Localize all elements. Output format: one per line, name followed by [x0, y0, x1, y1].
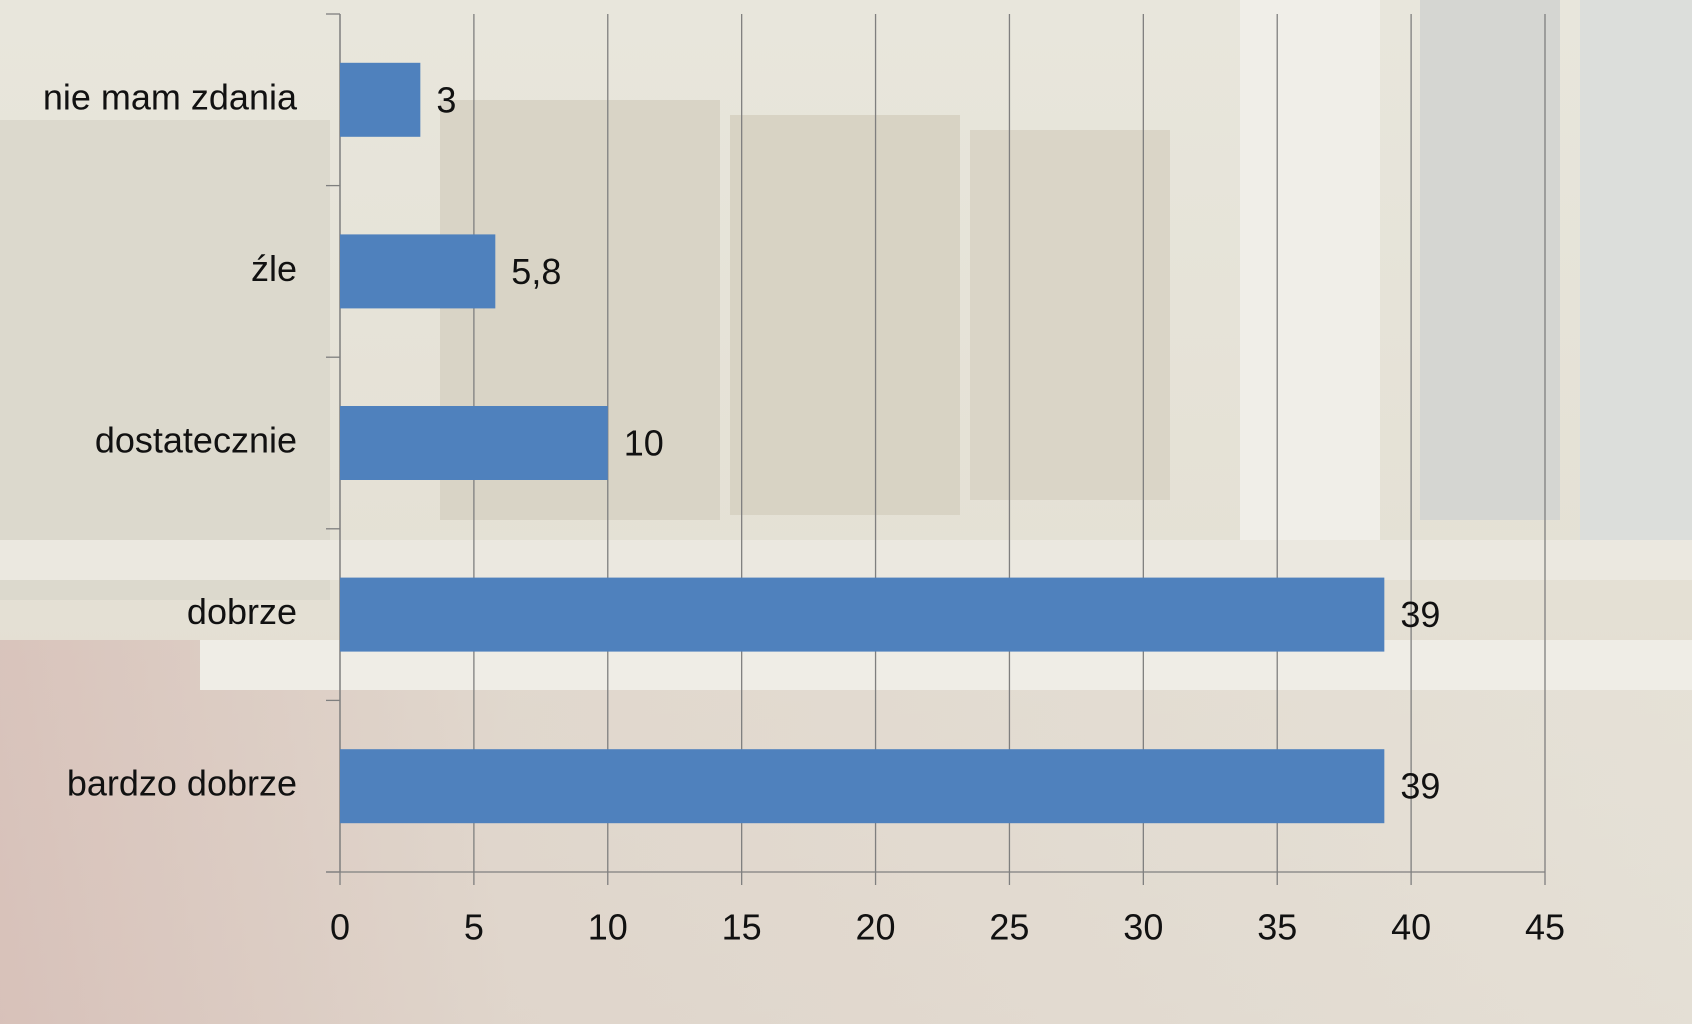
- y-tick-label: bardzo dobrze: [67, 763, 297, 804]
- y-tick-label: dobrze: [187, 591, 297, 632]
- x-tick-label: 0: [330, 907, 350, 948]
- x-tick-label: 15: [722, 907, 762, 948]
- bar: [340, 406, 608, 480]
- value-label: 39: [1400, 766, 1440, 807]
- value-label: 3: [436, 79, 456, 120]
- plot-area: 0 5 10 15 20 25 30 35 40 45 nie mam zdania 3 źle 5,8 d…: [43, 13, 1565, 948]
- x-tick-label: 20: [856, 907, 896, 948]
- x-tick-label: 5: [464, 907, 484, 948]
- x-tick-label: 35: [1257, 907, 1297, 948]
- x-tick-label: 10: [588, 907, 628, 948]
- bar: [340, 749, 1385, 824]
- x-tick-label: 40: [1391, 907, 1431, 948]
- value-label: 10: [624, 423, 664, 464]
- value-label: 39: [1400, 594, 1440, 635]
- bar: [340, 577, 1385, 652]
- bar: [340, 234, 496, 309]
- y-tick-label: dostatecznie: [95, 420, 297, 461]
- y-tick-label: źle: [251, 248, 297, 289]
- x-tick-label: 45: [1525, 907, 1565, 948]
- x-tick-label: 30: [1123, 907, 1163, 948]
- y-tick-label: nie mam zdania: [43, 76, 298, 117]
- x-tick-label: 25: [989, 907, 1029, 948]
- bar: [340, 62, 421, 137]
- value-label: 5,8: [511, 251, 561, 292]
